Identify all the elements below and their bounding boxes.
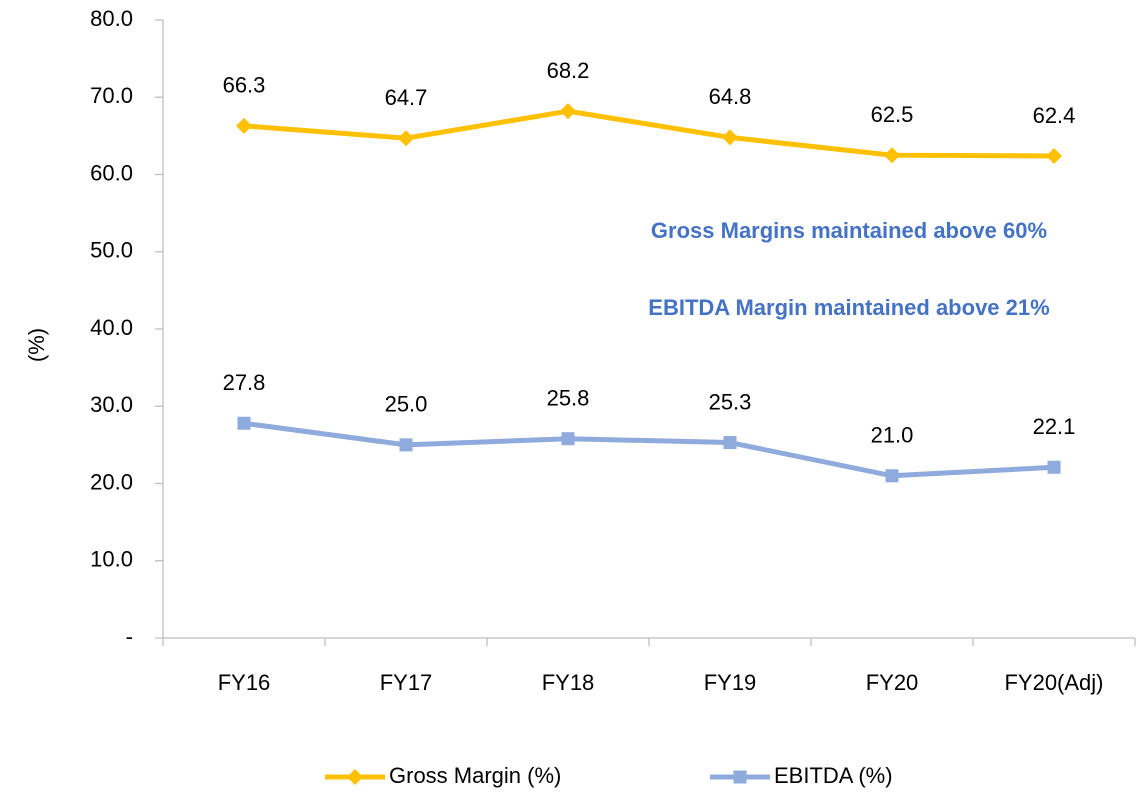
series-line	[243, 420, 1055, 479]
data-label: 25.8	[547, 386, 590, 411]
data-label: 21.0	[871, 423, 914, 448]
data-label: 25.3	[709, 389, 752, 414]
data-point	[1046, 147, 1062, 164]
data-label: 62.5	[871, 102, 914, 127]
x-tick-label: FY17	[380, 670, 433, 695]
data-point	[561, 432, 575, 446]
data-point	[237, 416, 251, 430]
annotation: Gross Margins maintained above 60%	[651, 218, 1047, 243]
x-tick-label: FY19	[704, 670, 757, 695]
data-point	[560, 103, 576, 120]
y-tick-label: 40.0	[90, 315, 133, 340]
data-label: 27.8	[223, 370, 266, 395]
y-tick-label: 50.0	[90, 238, 133, 263]
y-tick-label: 10.0	[90, 547, 133, 572]
data-label: 64.7	[385, 85, 428, 110]
y-tick-label: 80.0	[90, 6, 133, 31]
data-point	[884, 147, 900, 164]
series-line	[243, 108, 1055, 159]
data-label: 62.4	[1033, 103, 1076, 128]
data-label: 66.3	[223, 73, 266, 98]
x-tick-label: FY18	[542, 670, 595, 695]
data-point	[885, 469, 899, 483]
data-point	[1047, 460, 1061, 474]
legend-label: Gross Margin (%)	[389, 763, 561, 788]
legend-marker	[347, 769, 363, 785]
data-label: 64.8	[709, 84, 752, 109]
x-tick-label: FY20	[866, 670, 919, 695]
annotation: EBITDA Margin maintained above 21%	[648, 295, 1049, 320]
y-tick-label: -	[126, 624, 133, 649]
data-point	[398, 130, 414, 147]
data-label: 68.2	[547, 58, 590, 83]
legend-marker	[733, 770, 747, 784]
legend-label: EBITDA (%)	[774, 763, 893, 788]
data-label: 22.1	[1033, 414, 1076, 439]
data-label: 25.0	[385, 392, 428, 417]
data-point	[399, 438, 413, 452]
y-tick-label: 70.0	[90, 83, 133, 108]
x-tick-label: FY16	[218, 670, 271, 695]
data-point	[236, 117, 252, 134]
data-point	[722, 129, 738, 146]
y-axis-label: (%)	[24, 328, 49, 362]
y-tick-label: 20.0	[90, 469, 133, 494]
data-point	[723, 436, 737, 450]
y-tick-label: 30.0	[90, 392, 133, 417]
y-tick-label: 60.0	[90, 160, 133, 185]
x-tick-label: FY20(Adj)	[1004, 670, 1103, 695]
